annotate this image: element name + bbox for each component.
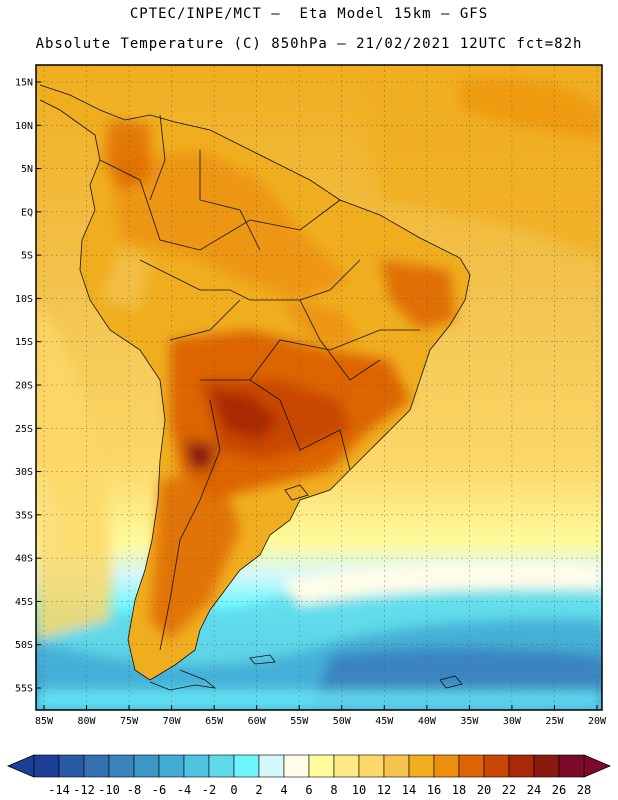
arrow-right-icon: [583, 754, 612, 778]
lon-label: 30W: [503, 716, 522, 727]
colorbar-label: 18: [452, 783, 466, 797]
colorbar-label: 28: [577, 783, 591, 797]
title-line-2: Absolute Temperature (C) 850hPa – 21/02/…: [35, 36, 583, 52]
colorbar-swatch: [158, 754, 185, 778]
colorbar-label: 2: [255, 783, 262, 797]
lat-label: 40S: [15, 554, 33, 565]
colorbar-swatch: [308, 754, 335, 778]
title-line-1: CPTEC/INPE/MCT – Eta Model 15km – GFS: [129, 6, 489, 22]
colorbar-label: 20: [477, 783, 491, 797]
colorbar-swatch: [208, 754, 235, 778]
colorbar-swatch: [508, 754, 535, 778]
lat-label: 10N: [15, 121, 33, 132]
lat-label: 25S: [15, 424, 33, 435]
colorbar-label: -14: [48, 783, 70, 797]
colorbar-label: -4: [177, 783, 191, 797]
lat-label: 5S: [21, 251, 33, 262]
lat-label: 15N: [15, 78, 33, 89]
lat-label: 55S: [15, 684, 33, 695]
lat-label: 5N: [21, 164, 33, 175]
lat-label: 10S: [15, 294, 33, 305]
colorbar-label: 4: [280, 783, 287, 797]
colorbar-swatch: [283, 754, 310, 778]
graticule: [36, 65, 602, 710]
colorbar-label: 8: [330, 783, 337, 797]
colorbar-label: 10: [352, 783, 366, 797]
political-boundaries: [39, 84, 471, 681]
lon-label: 80W: [78, 716, 97, 727]
colorbar-swatch: [483, 754, 510, 778]
colorbar-swatch: [458, 754, 485, 778]
lon-label: 35W: [460, 716, 479, 727]
colorbar-label: 26: [552, 783, 566, 797]
colorbar-swatch: [108, 754, 135, 778]
colorbar-label: 12: [377, 783, 391, 797]
lat-label: 50S: [15, 640, 33, 651]
lat-label: 45S: [15, 597, 33, 608]
lon-label: 25W: [545, 716, 564, 727]
colorbar-swatch: [58, 754, 85, 778]
lon-label: 20W: [588, 716, 607, 727]
lon-label: 50W: [333, 716, 352, 727]
colorbar-swatch: [533, 754, 560, 778]
lat-label: 30S: [15, 467, 33, 478]
lon-label: 85W: [35, 716, 54, 727]
colorbar-swatch: [558, 754, 585, 778]
map-frame: [35, 64, 603, 711]
colorbar-swatch: [258, 754, 285, 778]
colorbar-swatch: [408, 754, 435, 778]
lon-label: 70W: [163, 716, 182, 727]
colorbar-swatch: [233, 754, 260, 778]
lon-label: 65W: [205, 716, 224, 727]
colorbar-label: -2: [202, 783, 216, 797]
lon-label: 75W: [120, 716, 139, 727]
lat-label: 35S: [15, 510, 33, 521]
lon-label: 55W: [290, 716, 309, 727]
colorbar-label: 0: [230, 783, 237, 797]
lat-label: 20S: [15, 381, 33, 392]
colorbar: -14 -12 -10 -8 -6 -4 -2 0 2 4 6 8 10 12 14 16 18 20 22 24 26…: [6, 754, 612, 797]
axis-ticks: 15N 10N 5N EQ 5S 10S 15S 20S 25S 30S 35S 40S 45S 50S 5…: [15, 78, 607, 728]
lon-label: 60W: [248, 716, 267, 727]
colorbar-label: 14: [402, 783, 416, 797]
lon-label: 45W: [375, 716, 394, 727]
lat-label: 15S: [15, 337, 33, 348]
colorbar-label: -6: [152, 783, 166, 797]
colorbar-swatch: [83, 754, 110, 778]
colorbar-swatch: [183, 754, 210, 778]
colorbar-swatch: [383, 754, 410, 778]
lon-label: 40W: [418, 716, 437, 727]
colorbar-swatch: [358, 754, 385, 778]
colorbar-swatch: [433, 754, 460, 778]
colorbar-label: -8: [127, 783, 141, 797]
colorbar-label: -12: [73, 783, 95, 797]
colorbar-label: 6: [305, 783, 312, 797]
colorbar-label: -10: [98, 783, 120, 797]
colorbar-swatch: [133, 754, 160, 778]
colorbar-label: 24: [527, 783, 541, 797]
colorbar-label: 22: [502, 783, 516, 797]
temperature-field: [36, 65, 602, 710]
colorbar-swatch: [333, 754, 360, 778]
colorbar-label: 16: [427, 783, 441, 797]
colorbar-swatch: [33, 754, 60, 778]
lat-label: EQ: [21, 207, 33, 218]
arrow-left-icon: [6, 754, 35, 778]
